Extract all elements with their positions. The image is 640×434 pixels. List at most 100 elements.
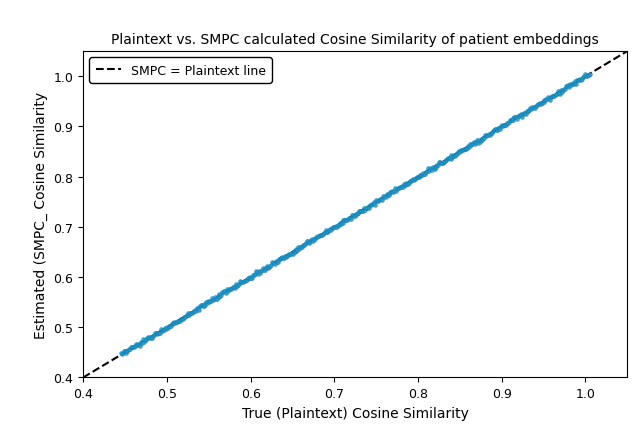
- Point: [238, 279, 248, 286]
- Point: [134, 342, 144, 349]
- Point: [543, 94, 554, 101]
- Point: [568, 82, 579, 89]
- Point: [196, 302, 207, 309]
- Point: [241, 277, 251, 284]
- Point: [420, 171, 430, 178]
- Point: [212, 293, 223, 299]
- Point: [313, 233, 323, 240]
- Point: [550, 91, 561, 98]
- Point: [171, 319, 181, 326]
- Point: [342, 217, 353, 224]
- Point: [402, 181, 412, 187]
- Point: [136, 339, 147, 345]
- Point: [169, 319, 179, 326]
- Point: [156, 326, 166, 332]
- Point: [321, 227, 331, 234]
- Point: [440, 158, 450, 165]
- Point: [120, 350, 131, 357]
- Point: [559, 87, 570, 94]
- Point: [297, 244, 307, 251]
- Point: [538, 100, 548, 107]
- Point: [196, 302, 206, 309]
- Point: [231, 281, 241, 288]
- Point: [367, 201, 378, 208]
- Point: [450, 153, 460, 160]
- Point: [573, 77, 584, 84]
- Point: [556, 88, 566, 95]
- Point: [173, 318, 183, 325]
- Point: [538, 99, 548, 106]
- Point: [582, 73, 593, 80]
- Point: [291, 247, 301, 253]
- Point: [520, 111, 531, 118]
- Point: [175, 318, 185, 325]
- Point: [211, 296, 221, 303]
- Point: [484, 132, 494, 138]
- Point: [190, 307, 200, 314]
- Point: [323, 228, 333, 235]
- Point: [344, 215, 354, 222]
- Point: [502, 120, 513, 127]
- Point: [279, 255, 289, 262]
- Point: [451, 151, 461, 158]
- Point: [460, 146, 470, 153]
- Point: [303, 240, 314, 247]
- Point: [247, 274, 257, 281]
- Point: [506, 118, 516, 125]
- Point: [314, 233, 324, 240]
- Point: [444, 156, 454, 163]
- Point: [310, 236, 321, 243]
- Point: [205, 297, 215, 304]
- Point: [580, 71, 590, 78]
- Point: [430, 163, 440, 170]
- Point: [552, 91, 562, 98]
- Point: [470, 141, 480, 148]
- Point: [490, 126, 500, 133]
- Point: [353, 210, 364, 217]
- Point: [437, 160, 447, 167]
- Point: [118, 348, 129, 355]
- Point: [207, 295, 217, 302]
- Point: [449, 153, 460, 160]
- Point: [445, 156, 456, 163]
- Point: [391, 188, 401, 195]
- Point: [570, 81, 580, 88]
- Point: [442, 156, 452, 163]
- Point: [546, 94, 556, 101]
- Point: [251, 268, 261, 275]
- Point: [170, 319, 180, 326]
- Point: [514, 113, 524, 120]
- Point: [292, 247, 303, 253]
- Point: [416, 172, 426, 179]
- Point: [281, 253, 291, 260]
- Point: [142, 334, 152, 341]
- Point: [381, 194, 391, 201]
- Point: [277, 254, 287, 261]
- Point: [340, 217, 351, 224]
- Point: [401, 182, 411, 189]
- Point: [124, 347, 134, 354]
- Point: [530, 105, 540, 112]
- Point: [259, 267, 269, 274]
- Point: [116, 351, 127, 358]
- Point: [124, 346, 134, 353]
- Point: [548, 93, 559, 100]
- Point: [289, 247, 299, 254]
- Point: [542, 96, 552, 103]
- Point: [471, 139, 481, 146]
- Point: [515, 113, 525, 120]
- Point: [187, 310, 197, 317]
- Point: [337, 219, 347, 226]
- Point: [527, 105, 538, 112]
- Point: [226, 286, 236, 293]
- Point: [508, 115, 518, 122]
- Point: [312, 234, 323, 241]
- Point: [213, 294, 223, 301]
- Point: [468, 140, 478, 147]
- Point: [333, 222, 343, 229]
- Point: [219, 288, 229, 295]
- Point: [383, 192, 393, 199]
- Point: [257, 265, 268, 272]
- Point: [502, 120, 512, 127]
- Point: [401, 180, 412, 187]
